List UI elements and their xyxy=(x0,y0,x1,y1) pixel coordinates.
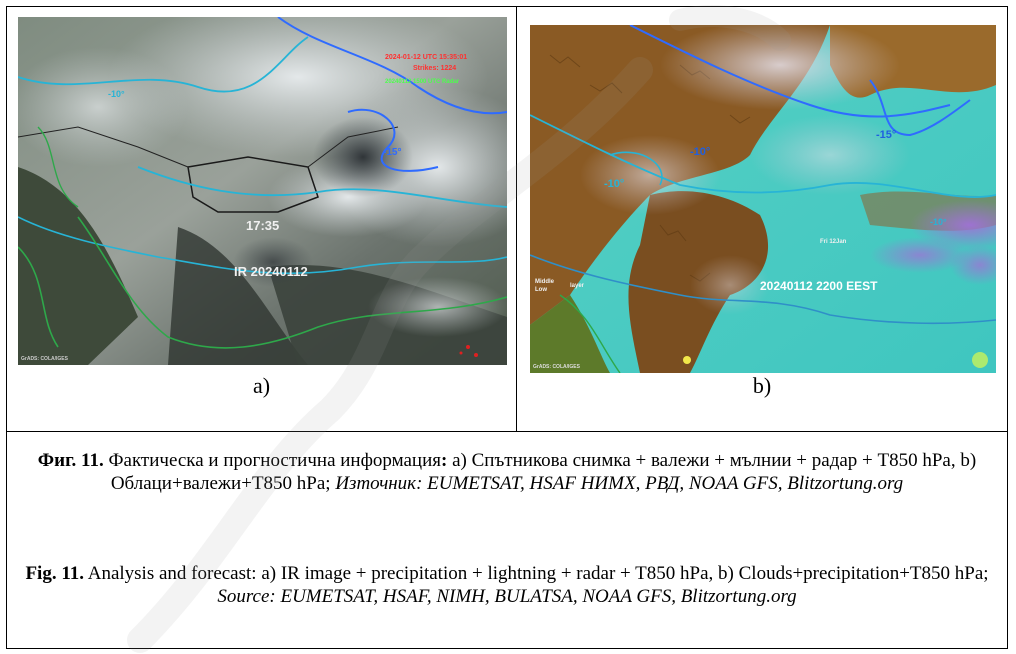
figure-frame: 17:35 IR 20240112 2024-01-12 UTC 15:35:0… xyxy=(6,6,1008,649)
caption-text: Фактическа и прогностична информация xyxy=(103,450,442,471)
overlay-legend-middle: Middle xyxy=(535,279,555,285)
panel-b: 20240112 2200 EEST -10° -10° -15° -10° F… xyxy=(517,7,1007,432)
panel-b-label: b) xyxy=(752,373,772,398)
map-credit: GrADS: COLA/IGES xyxy=(21,356,69,362)
caption-colon: : xyxy=(441,450,448,471)
caption-text: Analysis and forecast: a) IR image + pre… xyxy=(84,563,989,584)
caption-text: а) Спътникова снимка + валежи + мълнии +… xyxy=(110,450,977,494)
overlay-legend-low: Low xyxy=(535,287,547,293)
caption-fig-number: Fig. 11. xyxy=(25,563,85,584)
caption-english: Fig. 11. Analysis and forecast: a) IR im… xyxy=(7,562,1007,608)
overlay-small-date: Fri 12Jan xyxy=(820,239,847,245)
overlay-lightning-time: 2024-01-12 UTC 15:35:01 xyxy=(385,54,467,61)
panel-a-label: a) xyxy=(252,373,271,398)
caption-bulgarian: Фиг. 11. Фактическа и прогностична инфор… xyxy=(7,449,1007,495)
overlay-time: 17:35 xyxy=(246,218,279,233)
overlay-legend-layer: layer xyxy=(570,283,585,289)
overlay-radar: 20240112 1500 UTC Radar xyxy=(385,79,460,85)
forecast-cloud-map: 20240112 2200 EEST -10° -10° -15° -10° F… xyxy=(530,25,996,373)
caption-source: Source: EUMETSAT, HSAF, NIMH, BULATSA, N… xyxy=(217,586,797,607)
map-credit: GrADS: COLA/IGES xyxy=(533,364,581,370)
overlay-isotherm-label: -10° xyxy=(930,217,947,227)
satellite-ir-map: 17:35 IR 20240112 2024-01-12 UTC 15:35:0… xyxy=(18,17,507,365)
overlay-strikes: Strikes: 1224 xyxy=(413,65,456,72)
caption-source: Източник: EUMETSAT, HSAF НИМХ, РВД, NOAA… xyxy=(335,473,904,494)
overlay-forecast-time: 20240112 2200 EEST xyxy=(760,279,878,293)
overlay-isotherm-label: -10° xyxy=(690,146,710,158)
overlay-isotherm-label: -10° xyxy=(604,178,624,190)
panel-a: 17:35 IR 20240112 2024-01-12 UTC 15:35:0… xyxy=(7,7,517,432)
caption-fig-number: Фиг. 11. xyxy=(37,450,104,471)
overlay-isotherm-label: -15° xyxy=(876,129,896,141)
overlay-isotherm-label: -15° xyxy=(383,147,401,158)
overlay-isotherm-label: -10° xyxy=(108,89,125,99)
overlay-ir-title: IR 20240112 xyxy=(234,264,308,279)
